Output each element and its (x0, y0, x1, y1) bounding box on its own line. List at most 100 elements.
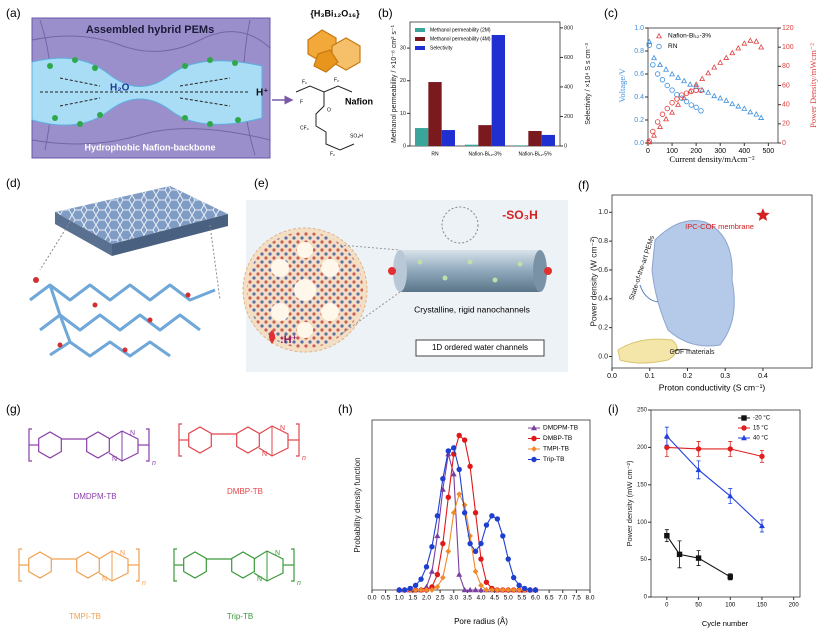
data-point (717, 95, 724, 101)
data-point (717, 59, 724, 65)
atom: F₂ (330, 151, 335, 157)
data-point (439, 574, 446, 581)
data-point (418, 576, 424, 582)
repeat-index: n (142, 580, 146, 587)
data-point (693, 81, 700, 87)
panel-label: (c) (604, 6, 618, 20)
data-point (646, 138, 653, 145)
zoom-circle (441, 206, 479, 244)
data-point (483, 579, 490, 585)
series-line (666, 535, 731, 578)
bicycle (98, 550, 129, 582)
data-point (656, 32, 662, 39)
y-tick-label: 0.8 (634, 48, 644, 55)
data-point (440, 476, 446, 482)
y-tick-label: 0.4 (598, 296, 608, 303)
data-point (429, 587, 435, 593)
data-point (531, 424, 537, 431)
data-point (456, 491, 463, 498)
polymer-name: DMBP-TB (227, 487, 263, 496)
data-point (434, 584, 441, 590)
nafion-chain (295, 85, 353, 93)
bar (478, 125, 492, 146)
data-point (687, 81, 694, 87)
data-point (659, 77, 666, 83)
data-point (669, 87, 675, 93)
data-point (489, 513, 495, 519)
y-tick-label: 0.6 (598, 267, 608, 274)
data-point (656, 43, 662, 50)
data-point (511, 574, 517, 581)
data-point (467, 463, 473, 470)
y-tick-label: 50 (640, 557, 647, 563)
data-point (669, 70, 676, 77)
data-point (646, 42, 652, 48)
data-point (753, 111, 760, 117)
y-tick-label: 0 (403, 143, 406, 149)
group-label: -SO₃H (502, 208, 538, 222)
backbone-label: Hydrophobic Nafion-backbone (84, 142, 215, 152)
data-point (434, 532, 441, 539)
channel-label: Crystalline, rigid nanochannels (414, 304, 530, 314)
y-tick-label: 1.0 (598, 209, 608, 216)
plot-frame (611, 194, 813, 369)
data-point (723, 97, 730, 103)
atom: N (112, 456, 117, 463)
y-tick-label: 150 (637, 482, 648, 488)
y2-tick-label: 80 (782, 63, 790, 70)
data-point (663, 433, 670, 439)
x-axis-label: Current density/mAcm⁻² (669, 154, 755, 164)
legend-label: TMPI-TB (543, 446, 569, 453)
data-point (663, 66, 670, 72)
data-point (521, 585, 528, 592)
panel-d: (d) (6, 176, 228, 358)
panel-label: (g) (6, 402, 21, 416)
panel-g: (g) N Nn DMDPM-TB N Nn DMBP-TB N Nn TMPI-TB N Nn Tr… (6, 402, 306, 621)
data-point (418, 587, 424, 593)
data-point (683, 90, 690, 96)
data-point (423, 587, 430, 593)
data-point (445, 494, 451, 500)
data-point (483, 587, 490, 593)
water-label: 1D ordered water channels (432, 343, 528, 352)
panel-f-regions (617, 220, 735, 364)
y-tick-label: 0.0 (634, 140, 644, 147)
legend-label: Trip-TB (543, 456, 564, 463)
data-point (483, 522, 490, 528)
y-tick-label: 30 (400, 46, 406, 52)
polymer-name: Trip-TB (227, 612, 253, 621)
y2-axis-label: Selectivity / ×10⁴ S s cm⁻³ (585, 43, 592, 125)
atom: N (130, 430, 135, 437)
x-tick-label: 8.0 (585, 595, 594, 602)
data-point (654, 119, 661, 125)
cof-region (617, 338, 678, 364)
legend-label: Methanol permeability (2M) (430, 27, 491, 33)
x-tick-label: RN (431, 151, 439, 157)
data-point (683, 98, 690, 105)
bar (465, 144, 479, 146)
bicycle (108, 430, 139, 462)
x-tick-label: 100 (666, 148, 678, 155)
bar (441, 130, 455, 146)
proton (388, 267, 396, 275)
data-point (450, 470, 457, 477)
series-line (666, 435, 763, 527)
data-point (698, 108, 704, 114)
data-point (650, 62, 656, 68)
data-point (402, 587, 408, 593)
cof-slab-front (112, 214, 228, 256)
data-point (434, 571, 441, 578)
data-point (676, 551, 683, 558)
proton-label: :H⁺ (280, 334, 298, 346)
data-point (756, 208, 770, 221)
proton (544, 267, 552, 275)
panel-label: (e) (254, 176, 269, 190)
data-point (646, 138, 652, 144)
x-tick-label: 0.5 (381, 595, 390, 602)
atom: SO₃H (350, 133, 363, 139)
plot-frame (650, 409, 801, 598)
x-tick-label: 150 (757, 603, 768, 609)
repeat-index: n (152, 460, 156, 467)
x-tick-label: 300 (714, 148, 726, 155)
